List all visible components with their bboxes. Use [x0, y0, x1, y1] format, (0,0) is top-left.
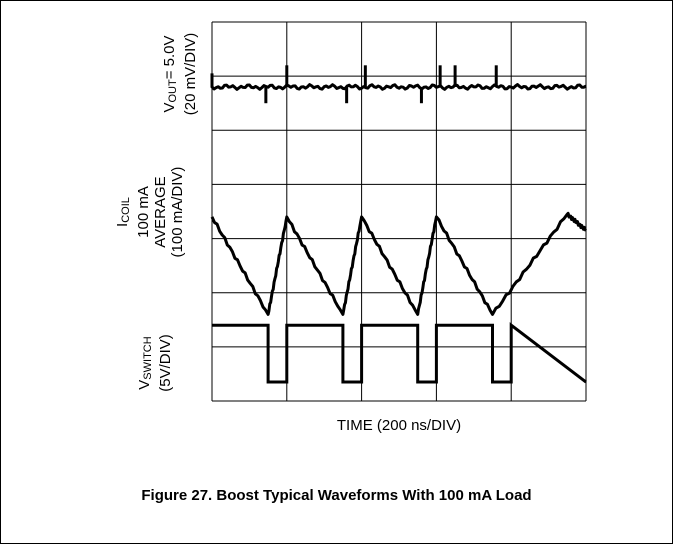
oscilloscope-plot	[210, 21, 587, 402]
ylabel-vswitch: VSWITCH (5V/DIV)	[136, 334, 174, 392]
ylabel-icoil: ICOIL 100 mA AVERAGE (100 mA/DIV)	[114, 166, 186, 258]
x-axis-label: TIME (200 ns/DIV)	[336, 417, 462, 434]
trace-icoil	[210, 211, 587, 316]
trace-vswitch	[212, 322, 587, 384]
figure-caption: Figure 27. Boost Typical Waveforms With …	[141, 487, 532, 504]
trace-vout	[210, 73, 587, 91]
